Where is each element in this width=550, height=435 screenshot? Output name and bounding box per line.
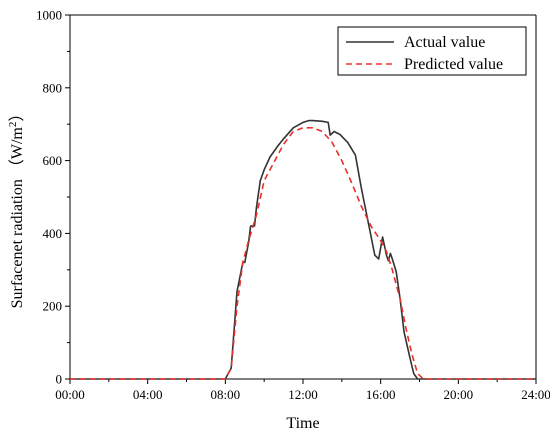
y-tick-label: 200: [43, 299, 63, 314]
y-tick-label: 600: [43, 153, 63, 168]
x-axis-title: Time: [286, 415, 319, 432]
y-tick-label: 0: [56, 372, 63, 387]
y-axis-title-close: ）: [8, 106, 26, 122]
legend-label: Actual value: [404, 34, 485, 51]
plot-area: [70, 119, 536, 380]
x-tick-label: 12:00: [288, 387, 318, 402]
x-tick-label: 00:00: [55, 387, 85, 402]
x-tick-label: 24:00: [521, 387, 550, 402]
y-axis-title-text: Surfacenet radiation （W/m: [8, 127, 26, 309]
series-line-actual: [70, 119, 536, 380]
legend-box: [337, 26, 527, 76]
series-line-predicted: [70, 127, 536, 380]
chart-legend: Actual value Predicted value: [337, 26, 527, 76]
y-tick-label: 1000: [36, 8, 62, 23]
x-tick-label: 20:00: [444, 387, 474, 402]
y-tick-label: 400: [43, 226, 63, 241]
chart-axes: 00:00 04:00 08:00 12:00 16:00 20:00 24:00 0 200 4…: [36, 8, 550, 403]
x-tick-label: 08:00: [211, 387, 241, 402]
x-tick-label: 04:00: [133, 387, 163, 402]
y-axis-title: Surfacenet radiation （W/m2）: [7, 106, 26, 309]
y-tick-label: 800: [43, 80, 63, 95]
y-axis-title-superscript: 2: [7, 122, 19, 128]
legend-label: Predicted value: [404, 56, 503, 73]
x-tick-label: 16:00: [366, 387, 396, 402]
